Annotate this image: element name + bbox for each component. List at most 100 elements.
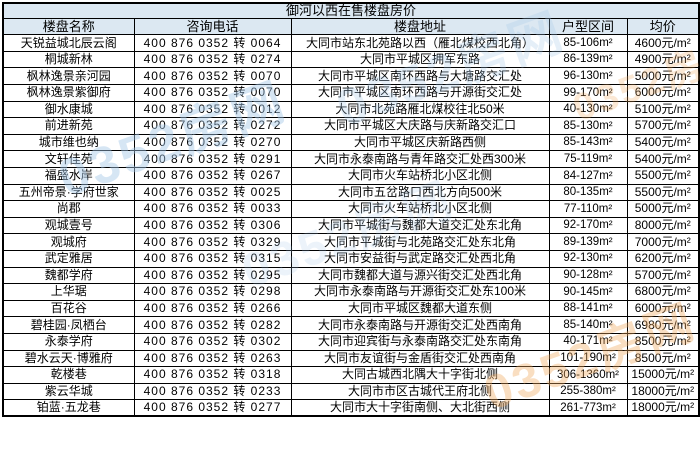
- cell-area: 99-170m²: [548, 84, 628, 102]
- cell-phone: 400 876 0352 转 0295: [133, 266, 292, 285]
- cell-name: 尚郡: [2, 200, 135, 218]
- cell-area: 101-190m²: [548, 349, 628, 368]
- cell-area: 86-139m²: [548, 50, 628, 69]
- cell-phone: 400 876 0352 转 0267: [133, 167, 292, 185]
- cell-name: 观城壹号: [2, 216, 135, 235]
- cell-address: 大同市五岔路口西北方向500米: [290, 183, 550, 202]
- cell-area: 40-171m²: [548, 332, 628, 351]
- table-row: 上华琚 400 876 0352 转 0298 大同市永泰南路与开源街交汇处东100…: [2, 283, 700, 301]
- table-row: 前进新苑 400 876 0352 转 0272 大同市平城区大庆路与庆新路交汇口 8…: [2, 117, 700, 135]
- cell-phone: 400 876 0352 转 0070: [133, 84, 292, 102]
- cell-price: 18000元/m²: [626, 382, 700, 401]
- cell-price: 6000元/m²: [626, 84, 700, 102]
- cell-address: 大同市迎宾街与永泰南路交汇处东南角: [290, 332, 550, 351]
- cell-area: 261-773m²: [548, 399, 628, 417]
- cell-name: 文轩佳苑: [2, 150, 135, 169]
- cell-phone: 400 876 0352 转 0298: [133, 283, 292, 301]
- cell-price: 6980元/m²: [626, 316, 700, 334]
- table-row: 观城壹号 400 876 0352 转 0306 大同市平城街与魏都大道交汇处东北角…: [2, 216, 700, 235]
- cell-phone: 400 876 0352 转 0064: [133, 34, 292, 52]
- cell-name: 魏都学府: [2, 266, 135, 285]
- cell-name: 枫林逸景紫御府: [2, 84, 135, 102]
- table-row: 天锐益城北辰云阁 400 876 0352 转 0064 大同市站东北苑路以西（雁北…: [2, 34, 700, 52]
- cell-name: 天锐益城北辰云阁: [2, 34, 135, 52]
- cell-area: 80-135m²: [548, 183, 628, 202]
- cell-phone: 400 876 0352 转 0033: [133, 200, 292, 218]
- cell-name: 前进新苑: [2, 117, 135, 135]
- cell-name: 五州帝景·学府世家: [2, 183, 135, 202]
- cell-area: 90-128m²: [548, 266, 628, 285]
- table-row: 乾楼巷 400 876 0352 转 0318 大同古城西北隅大十字街北侧 306-1…: [2, 366, 700, 384]
- col-header-phone: 咨询电话: [133, 18, 292, 36]
- cell-price: 6200元/m²: [626, 250, 700, 268]
- cell-name: 乾楼巷: [2, 366, 135, 384]
- table-row: 福盛水岸 400 876 0352 转 0267 大同市火车站桥北小区北侧 84-12…: [2, 167, 700, 185]
- cell-price: 8500元/m²: [626, 332, 700, 351]
- cell-area: 88-141m²: [548, 299, 628, 318]
- table-row: 五州帝景·学府世家 400 876 0352 转 0025 大同市五岔路口西北方向5…: [2, 183, 700, 202]
- table-row: 御水康城 400 876 0352 转 0012 大同市北苑路雁北煤校往北50米 40…: [2, 100, 700, 119]
- cell-name: 永泰学府: [2, 332, 135, 351]
- cell-area: 84-127m²: [548, 167, 628, 185]
- cell-area: 255-380m²: [548, 382, 628, 401]
- table-row: 碧水云天·博雅府 400 876 0352 转 0263 大同市友谊街与金盾街交汇处…: [2, 349, 700, 368]
- cell-address: 大同市站东北苑路以西（雁北煤校西北角）: [290, 34, 550, 52]
- cell-area: 85-130m²: [548, 117, 628, 135]
- cell-address: 大同市安益街与武定路交汇处西北角: [290, 250, 550, 268]
- cell-address: 大同市平城区魏都大道东侧: [290, 299, 550, 318]
- cell-area: 90-145m²: [548, 283, 628, 301]
- col-header-address: 楼盘地址: [290, 18, 550, 36]
- table-body: 天锐益城北辰云阁 400 876 0352 转 0064 大同市站东北苑路以西（雁北…: [2, 34, 700, 417]
- cell-area: 89-139m²: [548, 233, 628, 252]
- cell-address: 大同市平城区南环西路与开源街交汇处: [290, 84, 550, 102]
- cell-price: 6800元/m²: [626, 283, 700, 301]
- table-row: 紫云华城 400 876 0352 转 0233 大同市市区古城代王府北侧 255-3…: [2, 382, 700, 401]
- listings-table: 御河以西在售楼盘房价 楼盘名称 咨询电话 楼盘地址 户型区间 均价 天锐益城北辰…: [2, 2, 700, 418]
- cell-name: 御水康城: [2, 100, 135, 119]
- cell-name: 观城府: [2, 233, 135, 252]
- cell-area: 85-140m²: [548, 316, 628, 334]
- cell-name: 福盛水岸: [2, 167, 135, 185]
- cell-price: 4900元/m²: [626, 50, 700, 69]
- cell-area: 85-106m²: [548, 34, 628, 52]
- cell-phone: 400 876 0352 转 0315: [133, 250, 292, 268]
- cell-area: 92-130m²: [548, 250, 628, 268]
- cell-name: 枫林逸景亲河园: [2, 67, 135, 86]
- cell-phone: 400 876 0352 转 0282: [133, 316, 292, 334]
- cell-phone: 400 876 0352 转 0070: [133, 67, 292, 86]
- cell-price: 5500元/m²: [626, 183, 700, 202]
- table-row: 魏都学府 400 876 0352 转 0295 大同市魏都大道与源兴街交汇处西北角…: [2, 266, 700, 285]
- cell-name: 碧水云天·博雅府: [2, 349, 135, 368]
- cell-name: 上华琚: [2, 283, 135, 301]
- cell-address: 大同市永泰南路与开源街交汇处西南角: [290, 316, 550, 334]
- cell-name: 武定雅居: [2, 250, 135, 268]
- table-row: 枫林逸景紫御府 400 876 0352 转 0070 大同市平城区南环西路与开源街…: [2, 84, 700, 102]
- cell-name: 桐城新林: [2, 50, 135, 69]
- cell-name: 碧桂园·凤栖台: [2, 316, 135, 334]
- cell-phone: 400 876 0352 转 0318: [133, 366, 292, 384]
- col-header-name: 楼盘名称: [2, 18, 135, 36]
- table-row: 观城府 400 876 0352 转 0329 大同市平城街与北苑路交汇处东北角 89…: [2, 233, 700, 252]
- cell-phone: 400 876 0352 转 0277: [133, 399, 292, 417]
- cell-phone: 400 876 0352 转 0306: [133, 216, 292, 235]
- cell-price: 8500元/m²: [626, 349, 700, 368]
- table-title-row: 御河以西在售楼盘房价: [2, 2, 700, 20]
- cell-price: 5500元/m²: [626, 167, 700, 185]
- cell-price: 5400元/m²: [626, 150, 700, 169]
- col-header-area: 户型区间: [548, 18, 628, 36]
- cell-price: 5700元/m²: [626, 117, 700, 135]
- cell-name: 紫云华城: [2, 382, 135, 401]
- cell-address: 大同市大十字街南侧、大北街西侧: [290, 399, 550, 417]
- page-title: 御河以西在售楼盘房价: [2, 2, 700, 20]
- cell-price: 18000元/m²: [626, 399, 700, 417]
- table-row: 铂蓝·五龙巷 400 876 0352 转 0277 大同市大十字街南侧、大北街西侧…: [2, 399, 700, 417]
- table-row: 碧桂园·凤栖台 400 876 0352 转 0282 大同市永泰南路与开源街交汇处…: [2, 316, 700, 334]
- cell-address: 大同市市区古城代王府北侧: [290, 382, 550, 401]
- cell-area: 85-143m²: [548, 133, 628, 152]
- cell-area: 92-170m²: [548, 216, 628, 235]
- cell-phone: 400 876 0352 转 0263: [133, 349, 292, 368]
- cell-name: 百花谷: [2, 299, 135, 318]
- cell-name: 城市维也纳: [2, 133, 135, 152]
- cell-area: 96-130m²: [548, 67, 628, 86]
